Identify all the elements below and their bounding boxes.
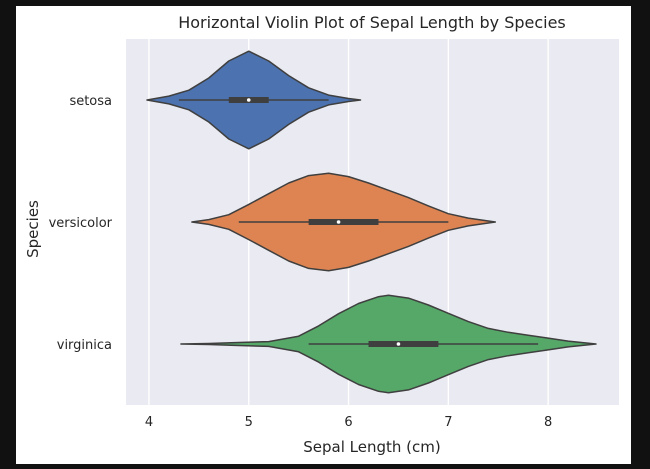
iqr-box-versicolor — [308, 219, 379, 225]
figure: 4 5 6 7 8 setosa versicolor virginica Horizont… — [16, 6, 631, 464]
x-tick-label: 5 — [245, 415, 253, 430]
x-tick-label: 4 — [145, 415, 153, 430]
y-tick-labels: setosa versicolor virginica — [49, 94, 113, 353]
iqr-box-virginica — [368, 341, 439, 347]
y-axis-label: Species — [24, 200, 42, 258]
violin-chart: 4 5 6 7 8 setosa versicolor virginica Horizont… — [24, 13, 619, 456]
y-tick-label: setosa — [69, 94, 112, 109]
median-point-versicolor — [336, 220, 341, 224]
y-tick-label: versicolor — [49, 216, 113, 231]
x-tick-labels: 4 5 6 7 8 — [145, 415, 552, 430]
x-tick-label: 6 — [344, 415, 352, 430]
median-point-virginica — [396, 342, 401, 346]
chart-title: Horizontal Violin Plot of Sepal Length b… — [178, 13, 566, 32]
y-tick-label: virginica — [57, 338, 112, 353]
violins — [146, 50, 597, 394]
median-point-setosa — [246, 98, 251, 102]
x-tick-label: 7 — [444, 415, 452, 430]
x-axis-label: Sepal Length (cm) — [303, 438, 440, 456]
x-tick-label: 8 — [544, 415, 552, 430]
